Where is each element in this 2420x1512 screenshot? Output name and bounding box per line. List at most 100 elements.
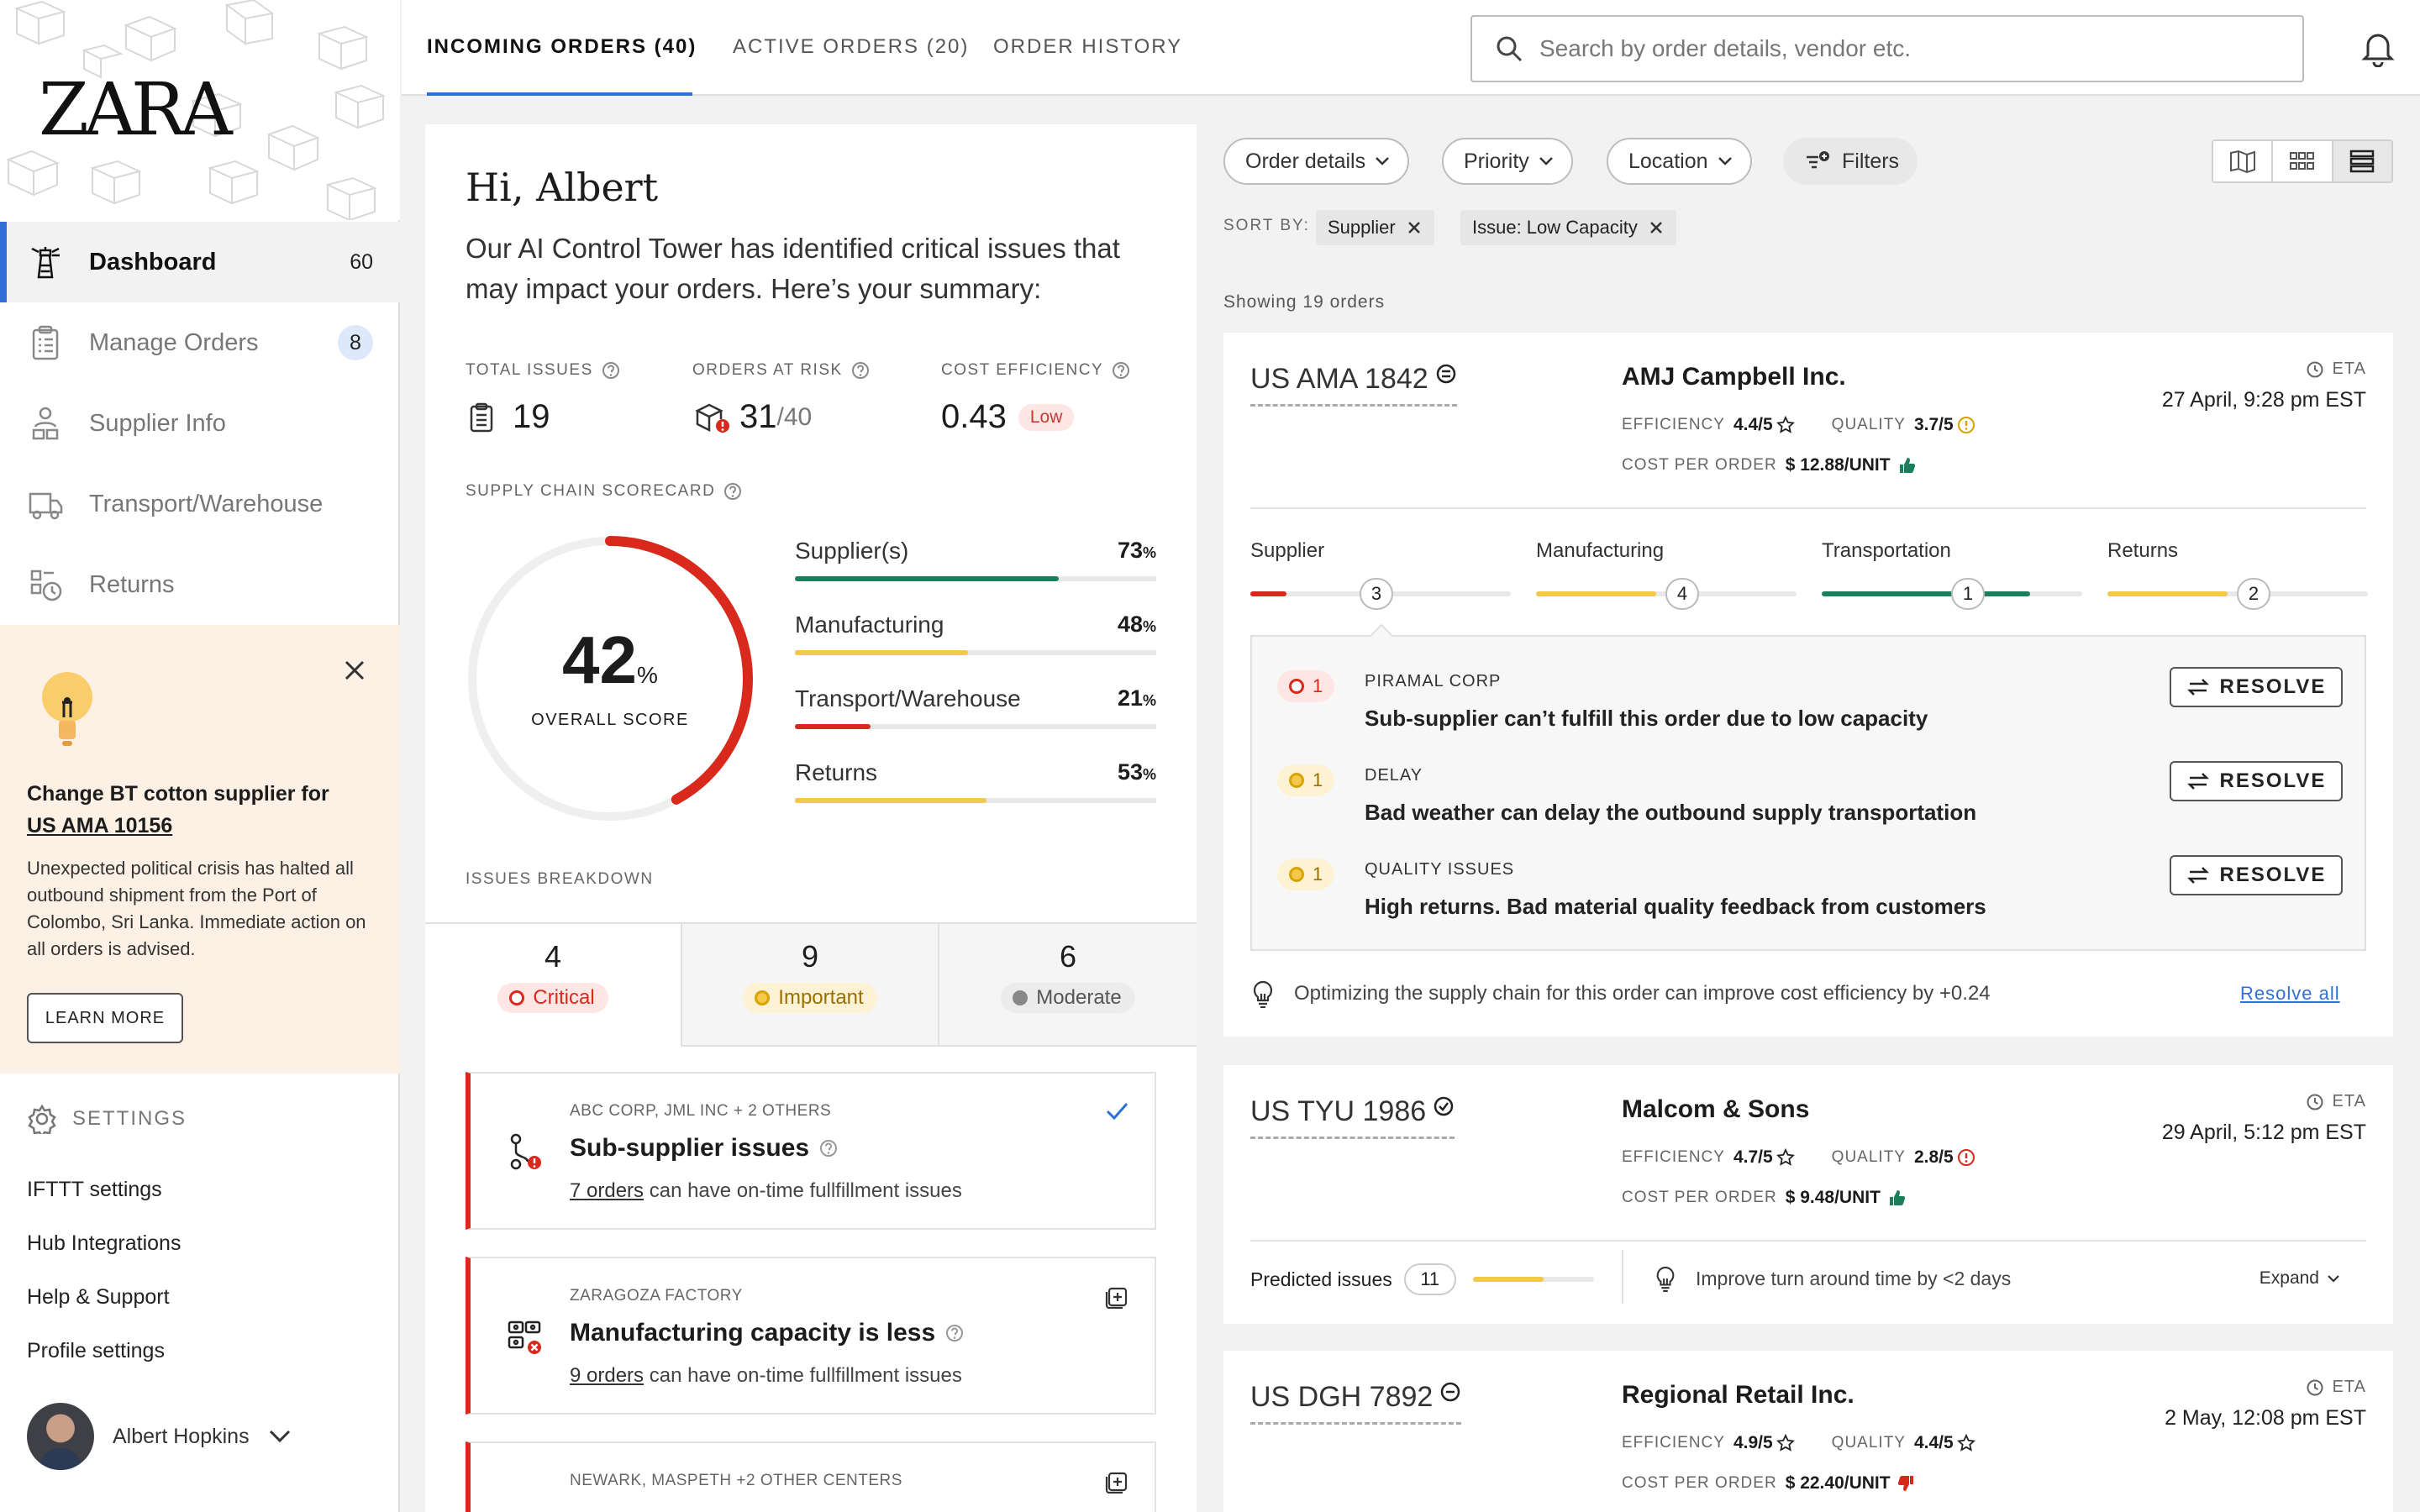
- clipboard-icon: [470, 402, 493, 432]
- overall-score-gauge: [467, 536, 753, 822]
- sidebar-item-transport-warehouse[interactable]: Transport/Warehouse: [0, 464, 400, 544]
- orders-link[interactable]: 7 orders: [570, 1179, 644, 1202]
- profile-menu[interactable]: Albert Hopkins: [27, 1403, 292, 1470]
- sort-tag-supplier[interactable]: Supplier: [1316, 210, 1434, 245]
- search-box[interactable]: [1470, 15, 2304, 82]
- order-card: US DGH 7892 Regional Retail Inc. EFFICIE…: [1223, 1351, 2393, 1512]
- bell-icon[interactable]: [2361, 29, 2395, 67]
- add-box-icon[interactable]: [1104, 1468, 1129, 1494]
- tab-active-orders[interactable]: ACTIVE ORDERS (20): [733, 35, 970, 58]
- stage-count: 1: [1951, 578, 1985, 610]
- kpi-total-issues: 19: [469, 398, 550, 436]
- issue-card-sub-supplier[interactable]: ABC CORP, JML INC + 2 OTHERS Sub-supplie…: [466, 1072, 1156, 1230]
- alert-order-link[interactable]: US AMA 10156: [27, 814, 173, 837]
- settings-link-help-support[interactable]: Help & Support: [27, 1285, 170, 1309]
- stage-returns[interactable]: Returns 2: [2107, 539, 2368, 610]
- supplier-chain-icon: [510, 1133, 541, 1170]
- profile-name: Albert Hopkins: [113, 1424, 250, 1448]
- breakdown-tab-important[interactable]: 9 Important: [682, 924, 939, 1047]
- sidebar-item-manage-orders[interactable]: Manage Orders 8: [0, 302, 400, 383]
- issue-card-manufacturing[interactable]: ZARAGOZA FACTORY Manufacturing capacity …: [466, 1257, 1156, 1415]
- help-icon[interactable]: [602, 361, 620, 380]
- resolve-button[interactable]: RESOLVE: [2170, 761, 2343, 801]
- breakdown-tab-moderate[interactable]: 6 Moderate: [939, 924, 1197, 1047]
- tab-incoming-orders[interactable]: INCOMING ORDERS (40): [427, 35, 697, 58]
- close-icon[interactable]: [339, 655, 370, 685]
- help-icon[interactable]: [1112, 361, 1130, 380]
- divider: [1622, 1250, 1623, 1304]
- status-badge: Low: [1018, 403, 1075, 431]
- order-details-dropdown[interactable]: Order details: [1223, 138, 1410, 185]
- grid-view-button[interactable]: [2273, 141, 2333, 181]
- learn-more-button[interactable]: LEARN MORE: [27, 993, 183, 1043]
- settings-heading[interactable]: SETTINGS: [27, 1104, 187, 1134]
- view-toggle: [2212, 139, 2393, 183]
- sidebar-item-label: Returns: [89, 570, 175, 598]
- resolve-all-link[interactable]: Resolve all: [2240, 983, 2340, 1004]
- breakdown-tab-critical[interactable]: 4 Critical: [425, 924, 682, 1047]
- settings-link-ifttt[interactable]: IFTTT settings: [27, 1178, 162, 1201]
- resolve-button[interactable]: RESOLVE: [2170, 667, 2343, 707]
- sidebar-item-label: Manage Orders: [89, 328, 259, 356]
- status-check-icon: [1434, 1096, 1454, 1116]
- sidebar-item-count: 60: [350, 249, 373, 274]
- supplier-name[interactable]: Regional Retail Inc.: [1622, 1381, 1854, 1409]
- resolve-button[interactable]: RESOLVE: [2170, 855, 2343, 895]
- tab-order-history[interactable]: ORDER HISTORY: [993, 35, 1183, 58]
- eta-value: 2 May, 12:08 pm EST: [2165, 1406, 2366, 1430]
- filters-button[interactable]: Filters: [1783, 138, 1918, 185]
- help-icon[interactable]: [819, 1139, 838, 1158]
- zara-logo[interactable]: ZARA: [39, 68, 233, 152]
- sidebar-item-returns[interactable]: Returns: [0, 544, 400, 625]
- location-dropdown[interactable]: Location: [1607, 138, 1752, 185]
- factory-icon: [508, 1320, 541, 1354]
- sidebar-item-label: Dashboard: [89, 248, 217, 276]
- expand-button[interactable]: Expand: [2260, 1268, 2341, 1289]
- priority-dropdown[interactable]: Priority: [1442, 138, 1573, 185]
- settings-link-hub-integrations[interactable]: Hub Integrations: [27, 1231, 182, 1255]
- order-issue-row: 1 QUALITY ISSUES High returns. Bad mater…: [1252, 825, 2368, 919]
- swap-icon: [2186, 679, 2209, 696]
- issue-card-transport[interactable]: NEWARK, MASPETH +2 OTHER CENTERS: [466, 1441, 1156, 1512]
- sidebar-item-dashboard[interactable]: Dashboard 60: [0, 222, 400, 302]
- critical-badge: Critical: [497, 983, 608, 1013]
- search-input[interactable]: [1539, 35, 2279, 62]
- sidebar-item-supplier-info[interactable]: Supplier Info: [0, 383, 400, 464]
- kpi-cost-efficiency-label: COST EFFICIENCY: [941, 361, 1130, 380]
- error-icon: [1957, 1149, 1975, 1166]
- add-box-icon[interactable]: [1104, 1284, 1129, 1309]
- help-icon[interactable]: [723, 482, 742, 501]
- order-id[interactable]: US TYU 1986: [1250, 1095, 1455, 1139]
- sort-tag-issue[interactable]: Issue: Low Capacity: [1460, 210, 1676, 245]
- order-id[interactable]: US AMA 1842: [1250, 363, 1457, 407]
- close-icon[interactable]: [1648, 219, 1665, 236]
- chevron-down-icon: [1718, 157, 1732, 165]
- check-icon[interactable]: [1104, 1099, 1129, 1124]
- stage-manufacturing[interactable]: Manufacturing 4: [1536, 539, 1797, 610]
- order-id[interactable]: US DGH 7892: [1250, 1381, 1462, 1425]
- lightbulb-icon: [1656, 1266, 1675, 1292]
- close-icon[interactable]: [1406, 219, 1423, 236]
- returns-icon: [30, 570, 62, 601]
- map-view-button[interactable]: [2213, 141, 2274, 181]
- stage-transportation[interactable]: Transportation 1: [1822, 539, 2082, 610]
- overall-score: 42%: [562, 622, 658, 697]
- order-metrics: EFFICIENCY 4.4/5 QUALITY 3.7/5: [1622, 415, 1975, 435]
- sidebar-item-count: 8: [338, 325, 373, 360]
- stage-supplier[interactable]: Supplier 3: [1250, 539, 1511, 610]
- avatar: [27, 1403, 94, 1470]
- clock-icon: [2307, 1094, 2323, 1110]
- sort-by-label: SORT BY:: [1223, 217, 1310, 234]
- supplier-name[interactable]: AMJ Campbell Inc.: [1622, 363, 1846, 391]
- star-icon: [1776, 416, 1795, 433]
- scorecard-bar-fill: [795, 650, 969, 655]
- greeting-subtitle: Our AI Control Tower has identified crit…: [466, 233, 1120, 304]
- supplier-name[interactable]: Malcom & Sons: [1622, 1095, 1810, 1123]
- help-icon[interactable]: [945, 1324, 964, 1342]
- order-issue-row: 1 DELAY Bad weather can delay the outbou…: [1252, 731, 2368, 825]
- help-icon[interactable]: [851, 361, 870, 380]
- list-view-button[interactable]: [2333, 141, 2391, 181]
- kpi-orders-at-risk-label: ORDERS AT RISK: [692, 361, 870, 380]
- orders-link[interactable]: 9 orders: [570, 1364, 644, 1387]
- settings-link-profile[interactable]: Profile settings: [27, 1339, 165, 1362]
